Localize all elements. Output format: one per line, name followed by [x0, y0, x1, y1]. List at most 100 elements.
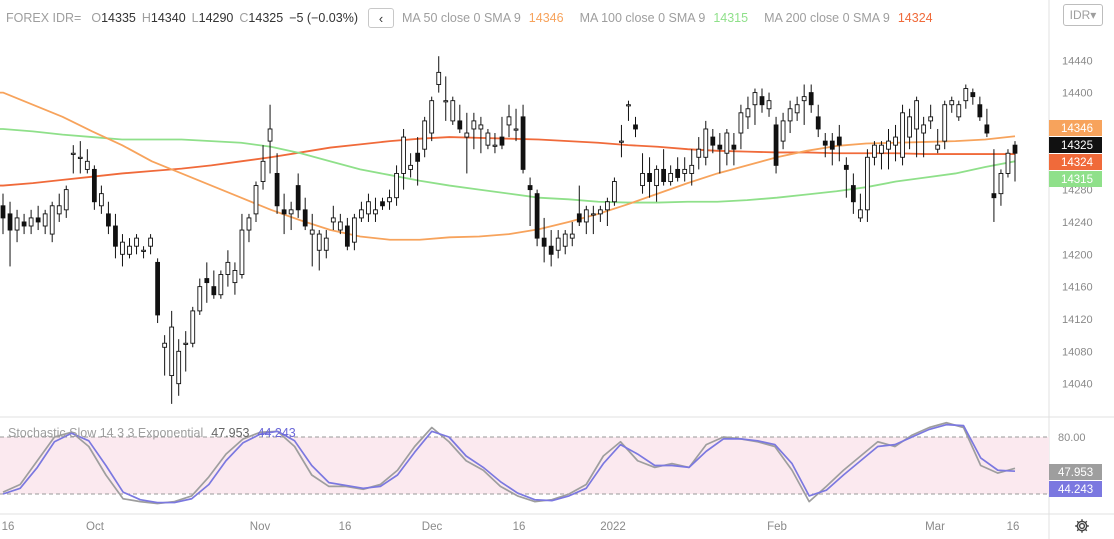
candle [183, 331, 189, 372]
candle-body [921, 124, 927, 134]
price-tag-box [1049, 120, 1102, 136]
time-tick-label: 16 [513, 521, 526, 533]
candle-body [106, 213, 111, 227]
candle-body [731, 144, 737, 150]
close-value: 14325 [248, 11, 284, 25]
ma100-price-tag: 14315 [1049, 171, 1102, 187]
candle-body [893, 136, 898, 146]
ma100-line [0, 128, 1016, 204]
candle-body [134, 237, 139, 247]
candle-body [675, 168, 681, 178]
candle-body [253, 185, 259, 215]
candle-body [696, 148, 702, 158]
candle-body [745, 108, 751, 118]
candle-body [394, 172, 399, 199]
candle-body [436, 71, 442, 85]
currency-dropdown[interactable]: IDR▾ [1063, 4, 1103, 26]
stochastic-tag-box [1049, 481, 1102, 497]
settings-button[interactable] [1073, 517, 1091, 535]
candle [717, 133, 723, 174]
stochastic-d-line [2, 423, 1016, 504]
candle-body [710, 136, 716, 146]
price-tags: 14346 14325 14324 14315 47.953 44.243 [1049, 120, 1102, 497]
candle-body [949, 100, 955, 106]
candle-body [984, 124, 990, 134]
candle-body [352, 217, 357, 243]
candle-body [91, 168, 97, 203]
time-tick-label: 16 [339, 521, 352, 533]
candle [724, 128, 730, 166]
candle-body [619, 140, 624, 143]
candle-body [534, 193, 540, 239]
candle-body [344, 225, 350, 247]
candle-body [204, 278, 210, 284]
change-value: −5 (−0.03%) [289, 11, 358, 25]
candle [513, 108, 519, 142]
candle [499, 116, 505, 150]
candle [836, 124, 842, 162]
candle [1005, 149, 1011, 178]
candle [148, 234, 153, 255]
candle-body [583, 209, 589, 223]
ma50-label[interactable]: MA 50 close 0 SMA 9 [401, 11, 521, 25]
candle-body [464, 132, 470, 138]
candle [394, 165, 399, 206]
low-value: 14290 [198, 11, 234, 25]
candle [689, 149, 695, 186]
candle [914, 96, 919, 158]
candle [106, 201, 111, 235]
candle-body [850, 185, 856, 203]
last-price-tag: 14325 [1049, 137, 1102, 153]
candle [253, 181, 259, 222]
candle [14, 209, 20, 243]
candle [949, 96, 955, 113]
candle-body [724, 132, 730, 154]
candle [218, 270, 224, 299]
time-axis: 16 Oct Nov 16 Dec 16 2022 Feb Mar 16 [2, 521, 1020, 533]
candle [70, 145, 76, 174]
candle [56, 193, 62, 222]
candle [1012, 141, 1018, 182]
candle [597, 205, 603, 222]
candle-body [14, 217, 20, 231]
candle [998, 169, 1004, 206]
candle-body [569, 233, 575, 239]
candle-body [759, 96, 765, 106]
candle [506, 104, 512, 138]
candle [900, 104, 905, 166]
candle [492, 133, 498, 154]
candle-body [858, 209, 863, 219]
candle [77, 141, 83, 174]
collapse-indicators-button[interactable]: ‹ [367, 8, 394, 28]
candle [401, 128, 406, 190]
ma100-label[interactable]: MA 100 close 0 SMA 9 [579, 11, 706, 25]
candle-body [998, 172, 1004, 195]
candle [815, 104, 821, 138]
candle [366, 193, 371, 222]
candle-body [49, 205, 55, 235]
candle-body [56, 205, 62, 215]
candle-body [387, 197, 392, 203]
stochastic-legend[interactable]: Stochastic Slow 14 3 3 Exponential 47.953… [8, 426, 296, 440]
candle-body [127, 245, 132, 255]
candle [759, 88, 765, 113]
candle-body [302, 209, 308, 227]
ma200-label[interactable]: MA 200 close 0 SMA 9 [764, 11, 890, 25]
candle [176, 339, 182, 396]
candle-body [0, 205, 6, 219]
time-tick-label: 2022 [600, 521, 626, 533]
candle [633, 116, 638, 138]
candle [640, 153, 645, 194]
candle [801, 84, 807, 125]
candle-body [541, 237, 547, 247]
candle-body [218, 274, 224, 296]
candle [464, 112, 470, 174]
candle-body [70, 152, 76, 155]
candle [478, 116, 484, 154]
candle [0, 193, 6, 235]
stochastic-band-fill [0, 437, 1049, 494]
stochastic-d-value: 44.243 [257, 426, 296, 440]
candle [35, 205, 41, 231]
time-tick-label: 16 [1007, 521, 1020, 533]
